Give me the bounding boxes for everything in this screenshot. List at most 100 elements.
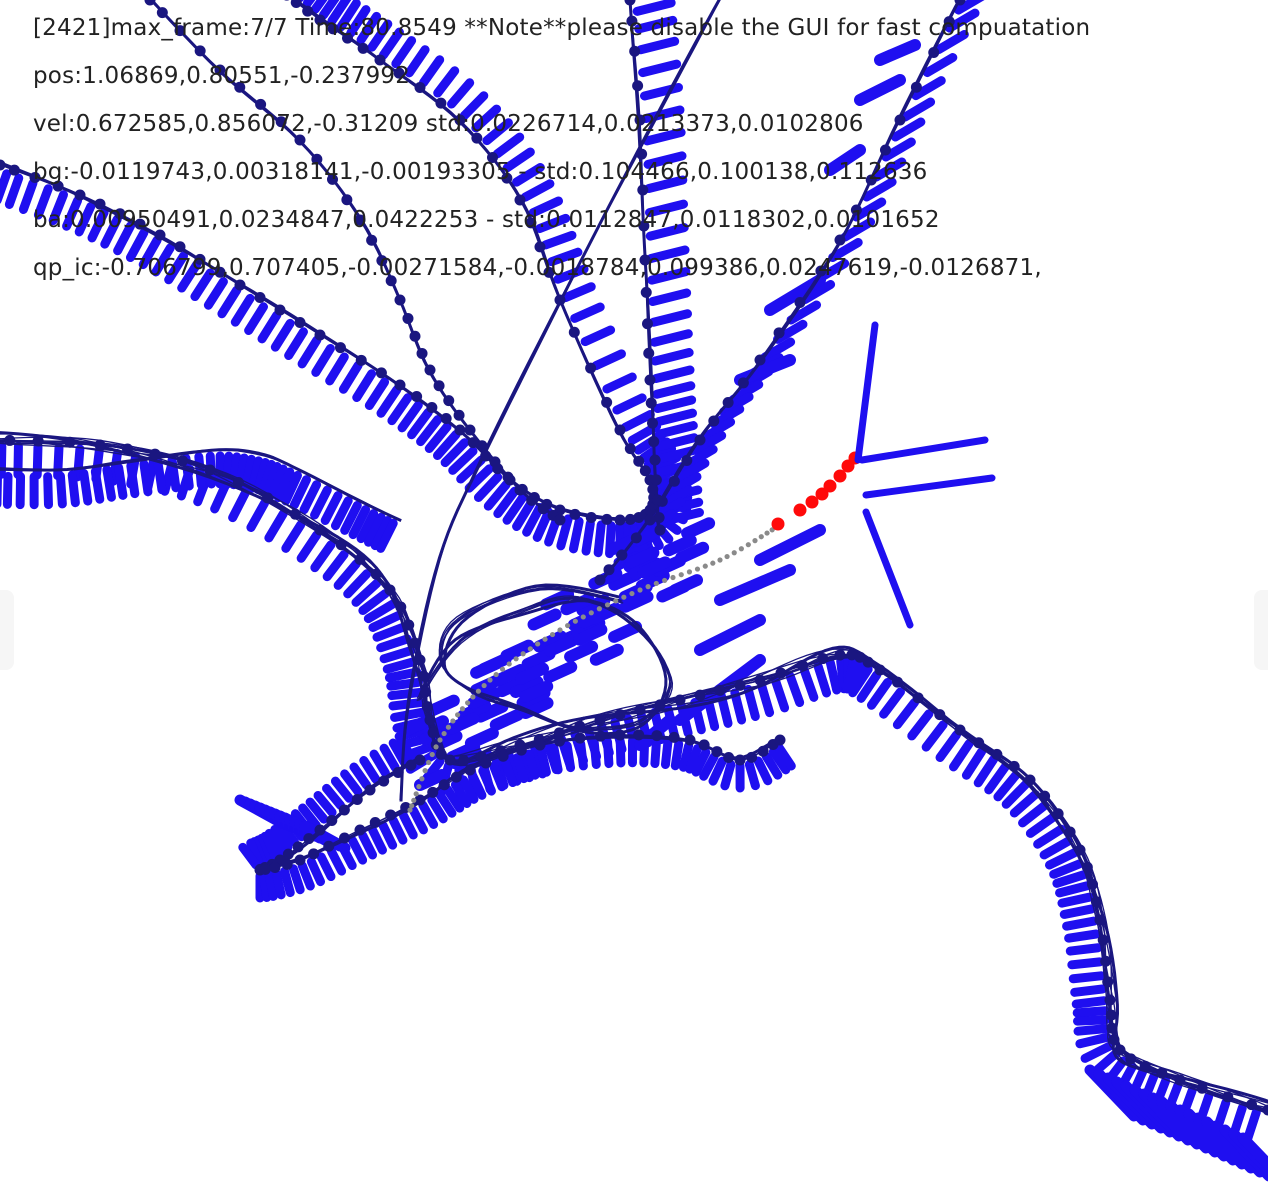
left-edge-handle[interactable]	[0, 590, 14, 670]
keyframe-dot	[647, 417, 658, 429]
keyframe-dot	[637, 184, 649, 196]
pose-tick	[473, 472, 503, 503]
pose-tick	[270, 824, 293, 852]
pose-tick	[699, 752, 719, 781]
pose-tick	[602, 372, 637, 394]
pose-tick	[1075, 1032, 1112, 1049]
predicted-point	[686, 569, 693, 575]
pose-tick	[310, 485, 332, 520]
keyframe-dot	[290, 0, 302, 8]
pose-tick	[48, 190, 69, 226]
pose-tick	[464, 464, 494, 493]
current-pose-dot	[823, 479, 837, 493]
pose-tick	[842, 660, 867, 694]
keyframe-dot	[1094, 914, 1106, 926]
pose-tick	[1039, 836, 1073, 860]
pose-tick	[281, 470, 302, 506]
keyframe-dot	[568, 326, 580, 338]
pose-tick	[719, 392, 754, 417]
keyframe-dot	[543, 266, 555, 278]
keyframe-dot	[773, 327, 785, 339]
keyframe-dot	[32, 435, 44, 447]
pose-tick	[433, 66, 460, 98]
pose-tick	[589, 643, 624, 666]
predicted-point	[662, 577, 668, 584]
pose-tick	[900, 97, 936, 122]
pose-tick	[564, 640, 599, 663]
pose-tick	[754, 524, 826, 566]
pose-tick	[949, 739, 974, 772]
keyframe-dot	[418, 670, 430, 682]
predicted-point	[637, 587, 643, 593]
keyframe-dot	[1262, 1104, 1268, 1116]
pose-tick	[356, 11, 382, 45]
keyframe-dot	[954, 0, 966, 6]
pose-tick	[489, 761, 507, 792]
keyframe-dot	[643, 347, 655, 359]
pose-tick	[305, 797, 329, 824]
keyframe-dot	[865, 174, 877, 186]
pose-tick	[464, 727, 499, 750]
keyframe-dot	[1097, 934, 1109, 946]
keyframe-dot	[476, 440, 488, 452]
keyframe-dot	[1106, 1022, 1118, 1034]
pose-tick	[90, 467, 105, 504]
pose-tick	[257, 310, 282, 344]
keyframe-dot	[281, 858, 293, 870]
pose-tick	[139, 459, 153, 497]
keyframe-dot	[364, 784, 376, 796]
pose-tick	[828, 237, 863, 262]
pose-tick	[368, 825, 387, 855]
pose-tick	[1080, 1041, 1115, 1063]
pose-tick	[358, 589, 390, 615]
pose-tick	[608, 620, 643, 643]
keyframe-dot	[29, 172, 41, 183]
pose-tick	[549, 743, 563, 775]
pose-tick	[53, 443, 64, 481]
predicted-point	[493, 671, 499, 678]
keyframe-dot	[294, 134, 306, 146]
keyframe-dot	[378, 775, 390, 787]
keyframe-dot	[1222, 1091, 1234, 1103]
pose-tick	[448, 446, 478, 475]
pose-tick	[322, 549, 349, 582]
keyframe-dot	[403, 619, 415, 631]
pose-tick	[346, 5, 371, 38]
keyframe-dot	[454, 114, 466, 126]
keyframe-dot	[879, 144, 891, 156]
keyframe-dot	[553, 727, 565, 739]
predicted-point	[481, 682, 487, 689]
predicted-point	[717, 557, 723, 563]
pose-tick	[632, 0, 676, 16]
pose-tick	[580, 325, 616, 347]
pose-tick	[643, 151, 687, 169]
pose-tick	[874, 39, 921, 66]
pose-tick	[768, 747, 791, 775]
predicted-point	[542, 636, 548, 642]
pose-tick	[379, 743, 400, 772]
keyframe-dot	[314, 524, 326, 536]
predicted-point	[445, 724, 451, 730]
pose-tick	[459, 91, 489, 121]
pose-tick	[349, 762, 372, 790]
pose-tick	[760, 337, 796, 362]
keyframe-dot	[323, 840, 335, 852]
keyframe-dot	[480, 757, 492, 769]
pose-tick	[655, 433, 699, 451]
pose-tick	[674, 458, 710, 483]
keyframe-dot	[334, 342, 346, 354]
pose-tick	[649, 329, 693, 347]
trajectory-line	[418, 587, 671, 731]
pose-tick	[414, 769, 448, 791]
right-edge-handle[interactable]	[1254, 590, 1268, 670]
pose-tick	[33, 184, 53, 220]
keyframe-dot	[634, 704, 646, 716]
keyframe-dot	[385, 809, 397, 821]
keyframe-dot	[52, 180, 64, 192]
predicted-point	[535, 641, 541, 647]
keyframe-dot	[458, 754, 470, 766]
keyframe-dot	[274, 304, 286, 316]
pose-tick	[890, 117, 926, 142]
keyframe-dot	[723, 751, 735, 763]
